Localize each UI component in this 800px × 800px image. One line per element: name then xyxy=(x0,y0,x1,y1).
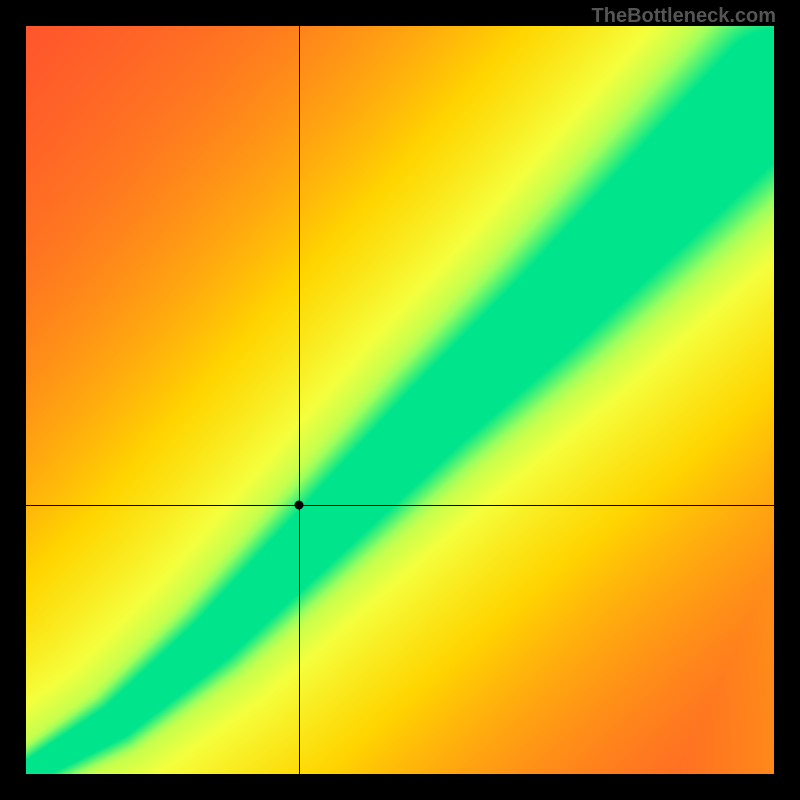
heatmap-canvas xyxy=(26,26,774,774)
crosshair-vertical xyxy=(299,26,300,774)
heatmap-plot xyxy=(26,26,774,774)
watermark-text: TheBottleneck.com xyxy=(592,5,776,28)
crosshair-horizontal xyxy=(26,505,774,506)
marker-dot xyxy=(295,500,304,509)
